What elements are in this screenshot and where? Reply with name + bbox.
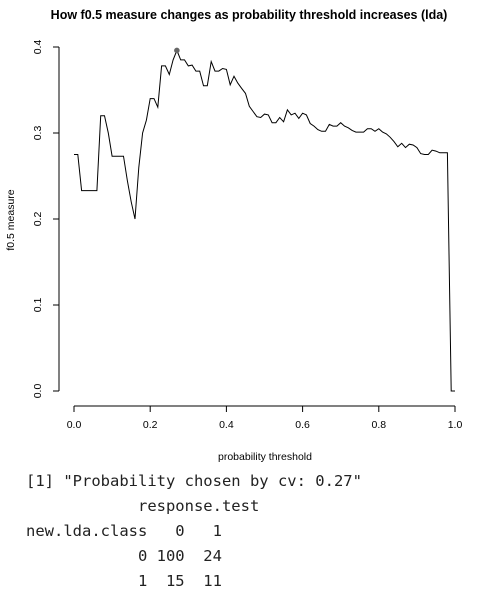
x-tick-label: 0.2	[143, 419, 158, 431]
y-axis-label: f0.5 measure	[5, 189, 17, 250]
x-tick-label: 0.4	[219, 419, 234, 431]
y-tick-label: 0.0	[32, 384, 44, 399]
x-axis-label: probability threshold	[218, 451, 312, 463]
y-tick-label: 0.1	[32, 298, 44, 313]
x-tick-label: 0.6	[295, 419, 310, 431]
chart: How f0.5 measure changes as probability …	[5, 8, 463, 463]
y-tick-label: 0.3	[32, 126, 44, 141]
optimal-point	[174, 47, 180, 54]
console-line: 0 100 24	[26, 547, 222, 565]
x-tick-label: 1.0	[448, 419, 463, 431]
series-line	[74, 49, 455, 392]
x-tick-label: 0.0	[67, 419, 82, 431]
console-line: new.lda.class 0 1	[26, 522, 222, 540]
console-line: 1 15 11	[26, 572, 222, 590]
plot-area	[74, 47, 455, 392]
console-line: [1] "Probability chosen by cv: 0.27"	[26, 472, 362, 490]
x-axis: 0.0 0.2 0.4 0.6 0.8 1.0	[67, 405, 463, 431]
console-output: [1] "Probability chosen by cv: 0.27" res…	[0, 472, 494, 590]
y-axis: 0.0 0.1 0.2 0.3 0.4	[32, 40, 60, 399]
x-tick-label: 0.8	[371, 419, 386, 431]
y-tick-label: 0.4	[32, 40, 44, 55]
console-line: response.test	[26, 497, 260, 515]
y-tick-label: 0.2	[32, 212, 44, 227]
chart-title: How f0.5 measure changes as probability …	[51, 8, 448, 22]
